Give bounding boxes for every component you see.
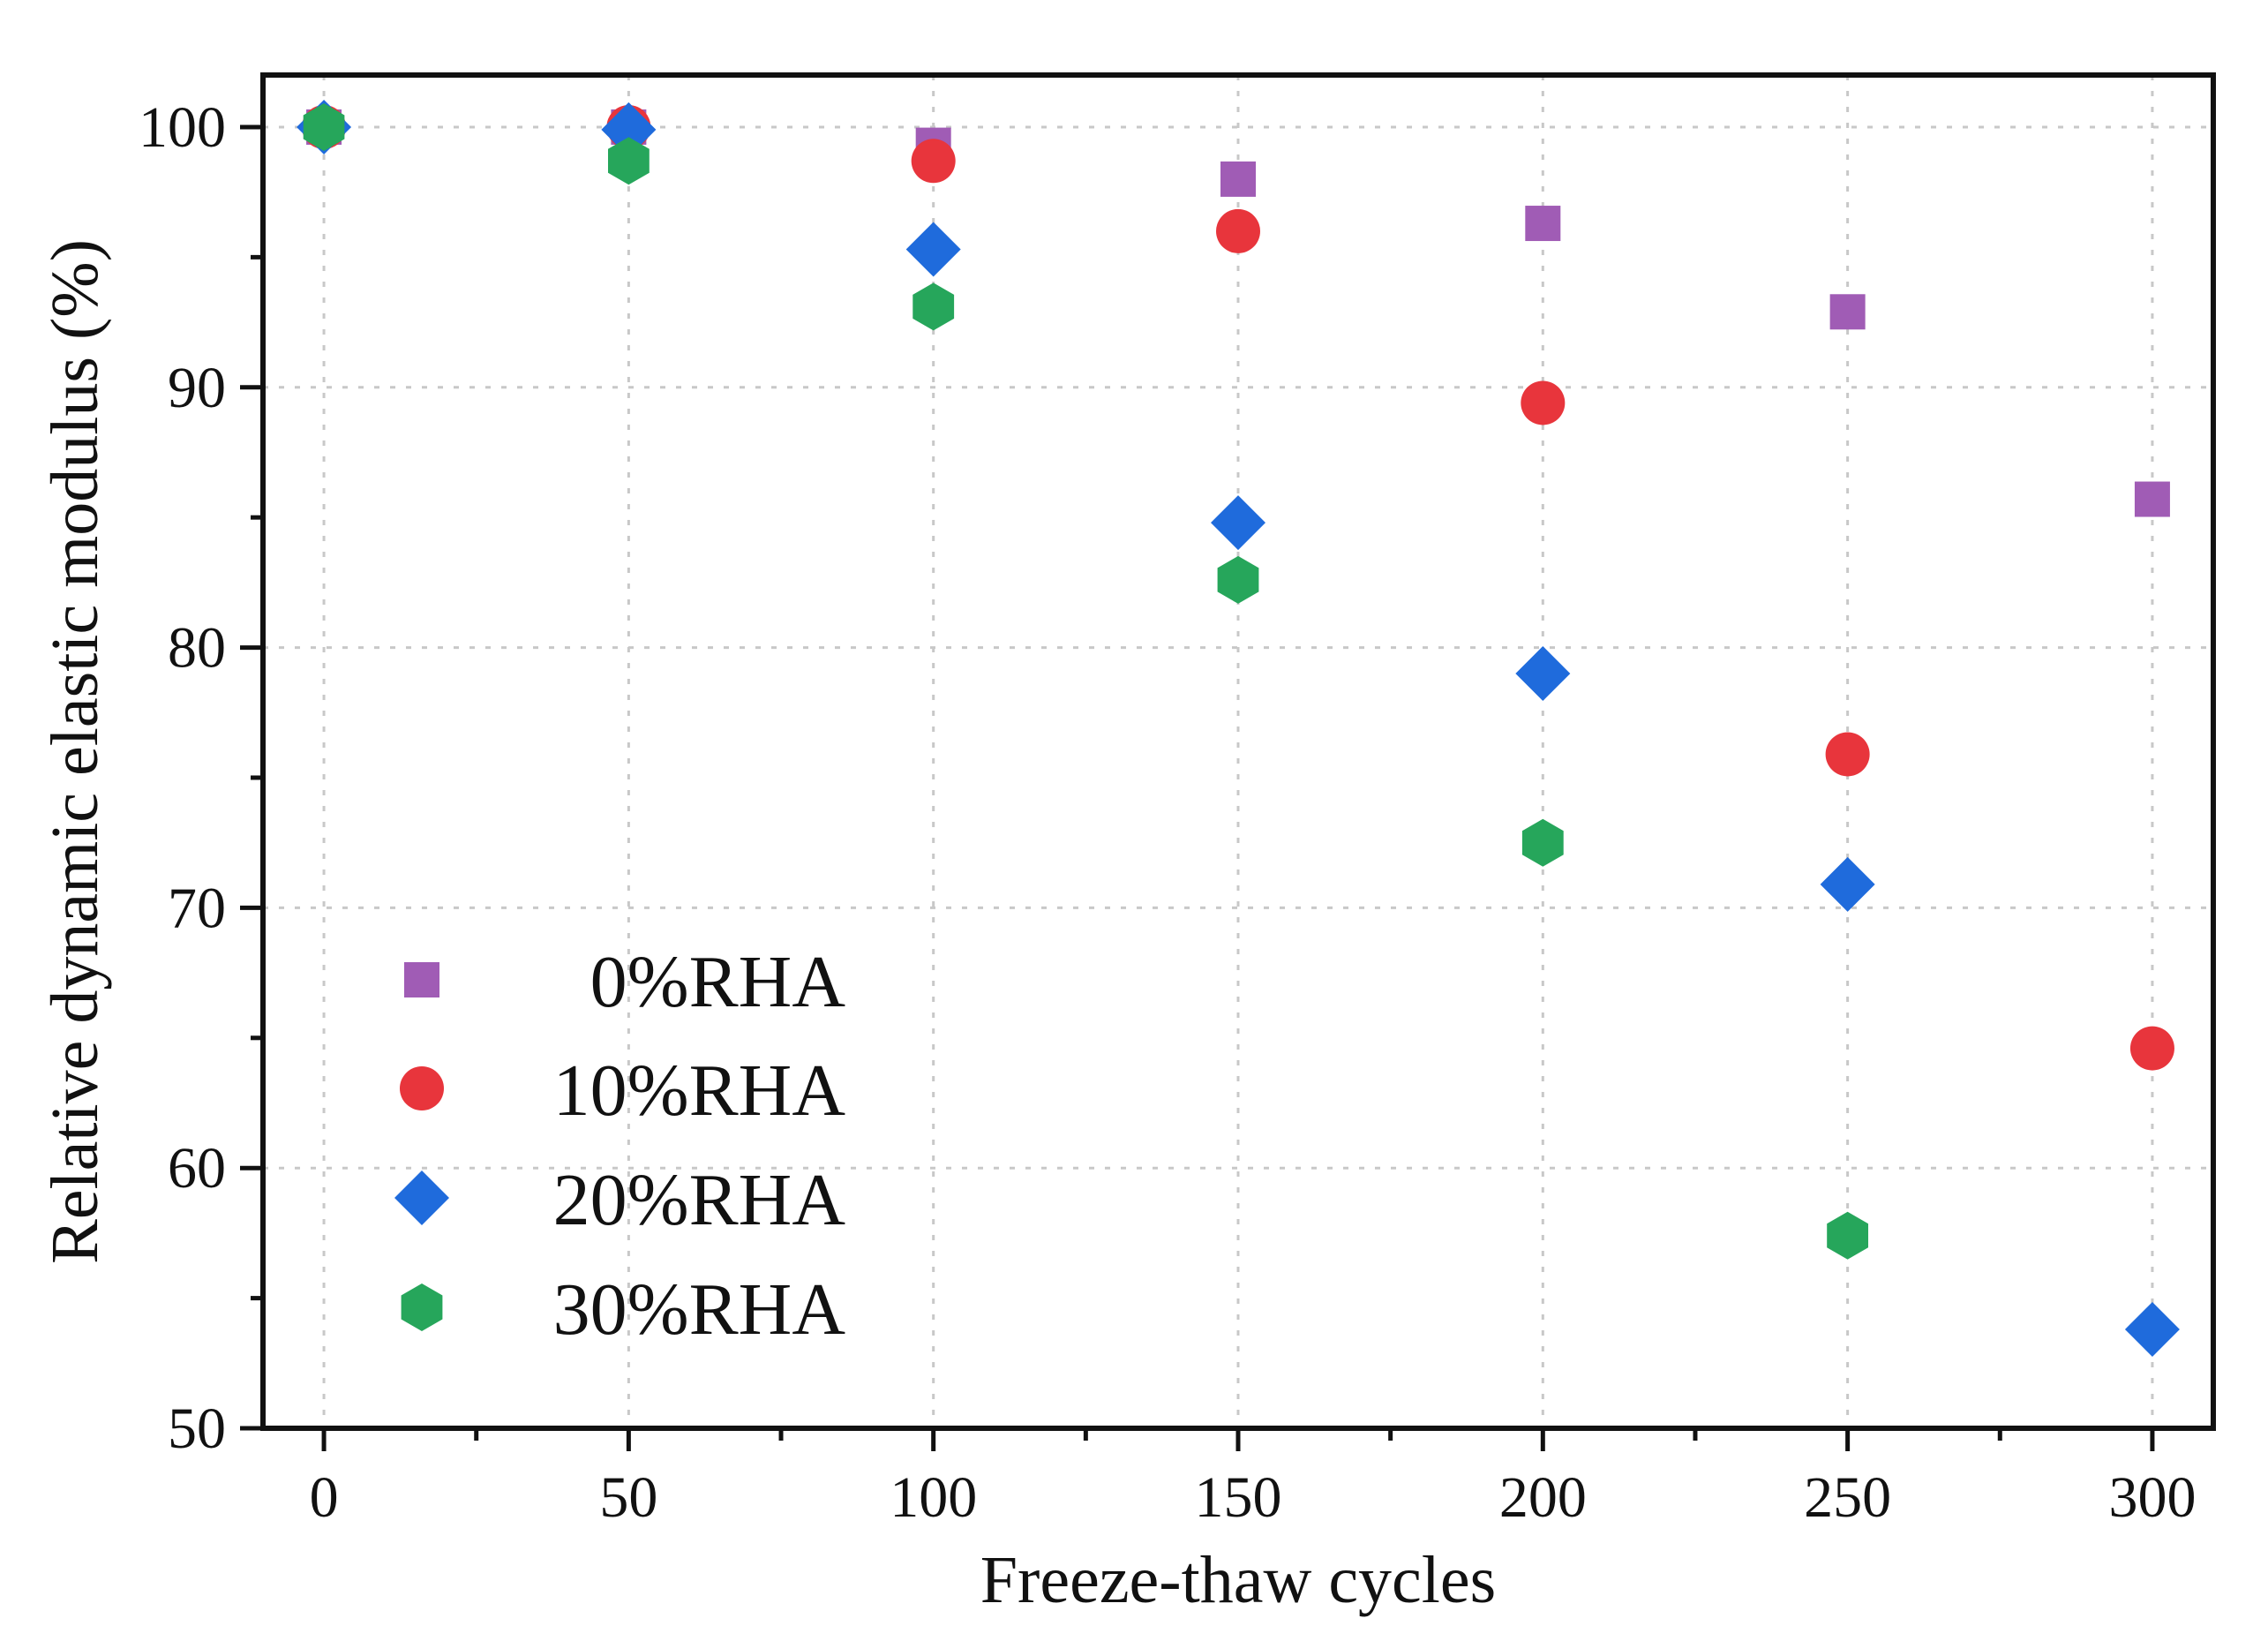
data-point (1521, 380, 1566, 425)
legend: 0%RHA 10%RHA 20%RHA 30%RHA (394, 941, 845, 1351)
data-point (1515, 646, 1571, 702)
data-point (2134, 481, 2170, 517)
data-point (601, 102, 657, 157)
data-point (1525, 206, 1561, 242)
x-axis-title: Freeze-thaw cycles (980, 1543, 1496, 1617)
legend-entry: 10%RHA (400, 1050, 845, 1132)
series-0%RHA (306, 109, 2170, 517)
data-point (911, 139, 956, 184)
axis-ticks (240, 124, 2155, 1451)
legend-label: 20%RHA (553, 1159, 846, 1241)
data-point (1829, 294, 1866, 330)
legend-entry: 30%RHA (401, 1268, 846, 1351)
data-point (608, 137, 650, 185)
y-tick-label: 80 (168, 616, 226, 681)
x-tick-label: 200 (1499, 1465, 1587, 1530)
data-point (1220, 161, 1256, 197)
legend-marker (401, 1283, 443, 1331)
x-tick-label: 250 (1804, 1465, 1891, 1530)
data-point (1521, 818, 1564, 867)
data-point (912, 282, 955, 331)
y-axis-title: Relative dynamic elastic modulus (%) (38, 239, 112, 1264)
legend-entry: 0%RHA (404, 941, 845, 1023)
y-tick-label: 70 (168, 876, 226, 940)
legend-marker (404, 962, 439, 997)
data-point (2129, 1026, 2174, 1071)
y-tick-label: 50 (168, 1396, 226, 1461)
data-point (1825, 732, 1870, 777)
x-tick-label: 150 (1195, 1465, 1282, 1530)
y-tick-label: 60 (168, 1136, 226, 1201)
data-point (1211, 495, 1265, 551)
data-point (1216, 208, 1260, 253)
legend-label: 10%RHA (553, 1050, 846, 1132)
data-point (1827, 1211, 1868, 1260)
data-point (1820, 856, 1875, 912)
legend-label: 30%RHA (553, 1268, 846, 1351)
legend-entry: 20%RHA (394, 1159, 845, 1241)
series-30%RHA (303, 103, 1868, 1260)
legend-marker (394, 1171, 449, 1225)
x-tick-label: 50 (599, 1465, 657, 1530)
axis-tick-labels: 0 50 100 150 200 250 300 50 60 70 80 90 100 (139, 95, 2196, 1530)
data-point (1217, 555, 1259, 604)
x-tick-label: 100 (890, 1465, 977, 1530)
legend-marker (400, 1066, 444, 1110)
x-tick-label: 300 (2108, 1465, 2196, 1530)
data-points (297, 99, 2180, 1357)
y-tick-label: 100 (139, 95, 226, 160)
legend-label: 0%RHA (590, 941, 846, 1023)
x-tick-label: 0 (310, 1465, 339, 1530)
data-point (2124, 1301, 2180, 1357)
data-point (303, 103, 345, 151)
y-tick-label: 90 (168, 356, 226, 420)
data-point (905, 222, 961, 277)
plot-frame (260, 72, 2216, 1431)
